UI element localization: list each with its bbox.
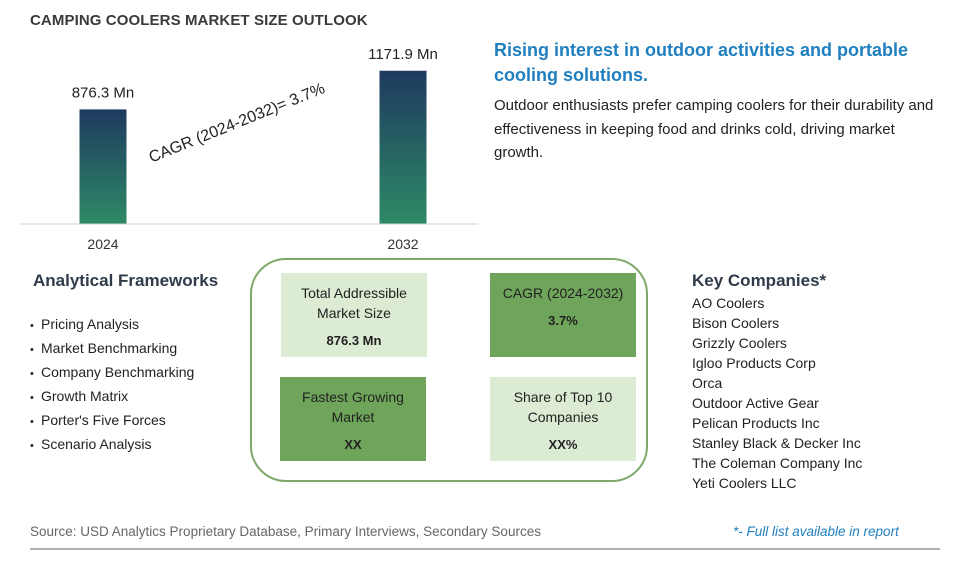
list-item: • Company Benchmarking xyxy=(30,361,194,385)
list-item: Stanley Black & Decker Inc xyxy=(692,435,861,451)
bar-2032 xyxy=(379,70,427,224)
bullet-icon: • xyxy=(30,416,34,428)
bars-layer: 876.3 Mn 2024 1171.9 Mn 2032 xyxy=(72,46,438,252)
list-item: Pelican Products Inc xyxy=(692,415,820,431)
companies-list: AO Coolers Bison Coolers Grizzly Coolers… xyxy=(692,293,862,493)
kpi-label: Total Addressible Market Size xyxy=(301,285,407,321)
list-item: • Growth Matrix xyxy=(30,385,194,409)
frameworks-title: Analytical Frameworks xyxy=(33,271,219,290)
kpi-cagr: CAGR (2024-2032) 3.7% xyxy=(490,273,636,357)
x-tick-label-2024: 2024 xyxy=(87,236,118,252)
list-item: • Scenario Analysis xyxy=(30,433,194,457)
headline: Rising interest in outdoor activities an… xyxy=(494,40,909,85)
footer-divider xyxy=(30,548,940,550)
frameworks-list: • Pricing Analysis • Market Benchmarking •… xyxy=(30,313,194,457)
market-size-chart: 876.3 Mn 2024 1171.9 Mn 2032 xyxy=(20,46,478,252)
bullet-icon: • xyxy=(30,368,34,380)
bullet-icon: • xyxy=(30,320,34,332)
list-item: • Pricing Analysis xyxy=(30,313,194,337)
x-tick-label-2032: 2032 xyxy=(387,236,418,252)
kpi-frame xyxy=(250,258,648,482)
data-label-2024: 876.3 Mn xyxy=(72,84,135,101)
kpi-label: CAGR (2024-2032) xyxy=(502,285,624,301)
bullet-icon: • xyxy=(30,392,34,404)
kpi-label: Share of Top 10 Companies xyxy=(513,389,613,425)
description: Outdoor enthusiasts prefer camping coole… xyxy=(494,97,934,161)
list-item: Bison Coolers xyxy=(692,315,780,331)
list-item: Outdoor Active Gear xyxy=(692,395,819,411)
kpi-value: XX xyxy=(344,437,362,452)
kpi-fastest-growing-market: Fastest Growing Market XX xyxy=(280,377,426,461)
page-title: CAMPING COOLERS MARKET SIZE OUTLOOK xyxy=(30,12,368,29)
list-item: Orca xyxy=(692,375,723,391)
footnote: *- Full list available in report xyxy=(733,524,899,539)
list-item: Grizzly Coolers xyxy=(692,335,787,351)
list-item: Yeti Coolers LLC xyxy=(692,475,797,491)
source-note: Source: USD Analytics Proprietary Databa… xyxy=(30,524,541,539)
bullet-icon: • xyxy=(30,440,34,452)
kpi-label: Fastest Growing Market xyxy=(302,389,404,425)
kpi-value: XX% xyxy=(548,437,578,452)
bar-2024 xyxy=(79,109,127,224)
kpi-total-addressible-market: Total Addressible Market Size 876.3 Mn xyxy=(281,273,427,357)
bullet-icon: • xyxy=(30,344,34,356)
kpi-value: 876.3 Mn xyxy=(326,333,382,348)
data-label-2032: 1171.9 Mn xyxy=(368,46,438,63)
list-item: • Porter's Five Forces xyxy=(30,409,194,433)
companies-title: Key Companies* xyxy=(692,271,827,290)
list-item: AO Coolers xyxy=(692,295,765,311)
kpi-share-top-10: Share of Top 10 Companies XX% xyxy=(490,377,636,461)
list-item: • Market Benchmarking xyxy=(30,337,194,361)
list-item: The Coleman Company Inc xyxy=(692,455,863,471)
list-item: Igloo Products Corp xyxy=(692,355,816,371)
kpi-value: 3.7% xyxy=(548,313,578,328)
